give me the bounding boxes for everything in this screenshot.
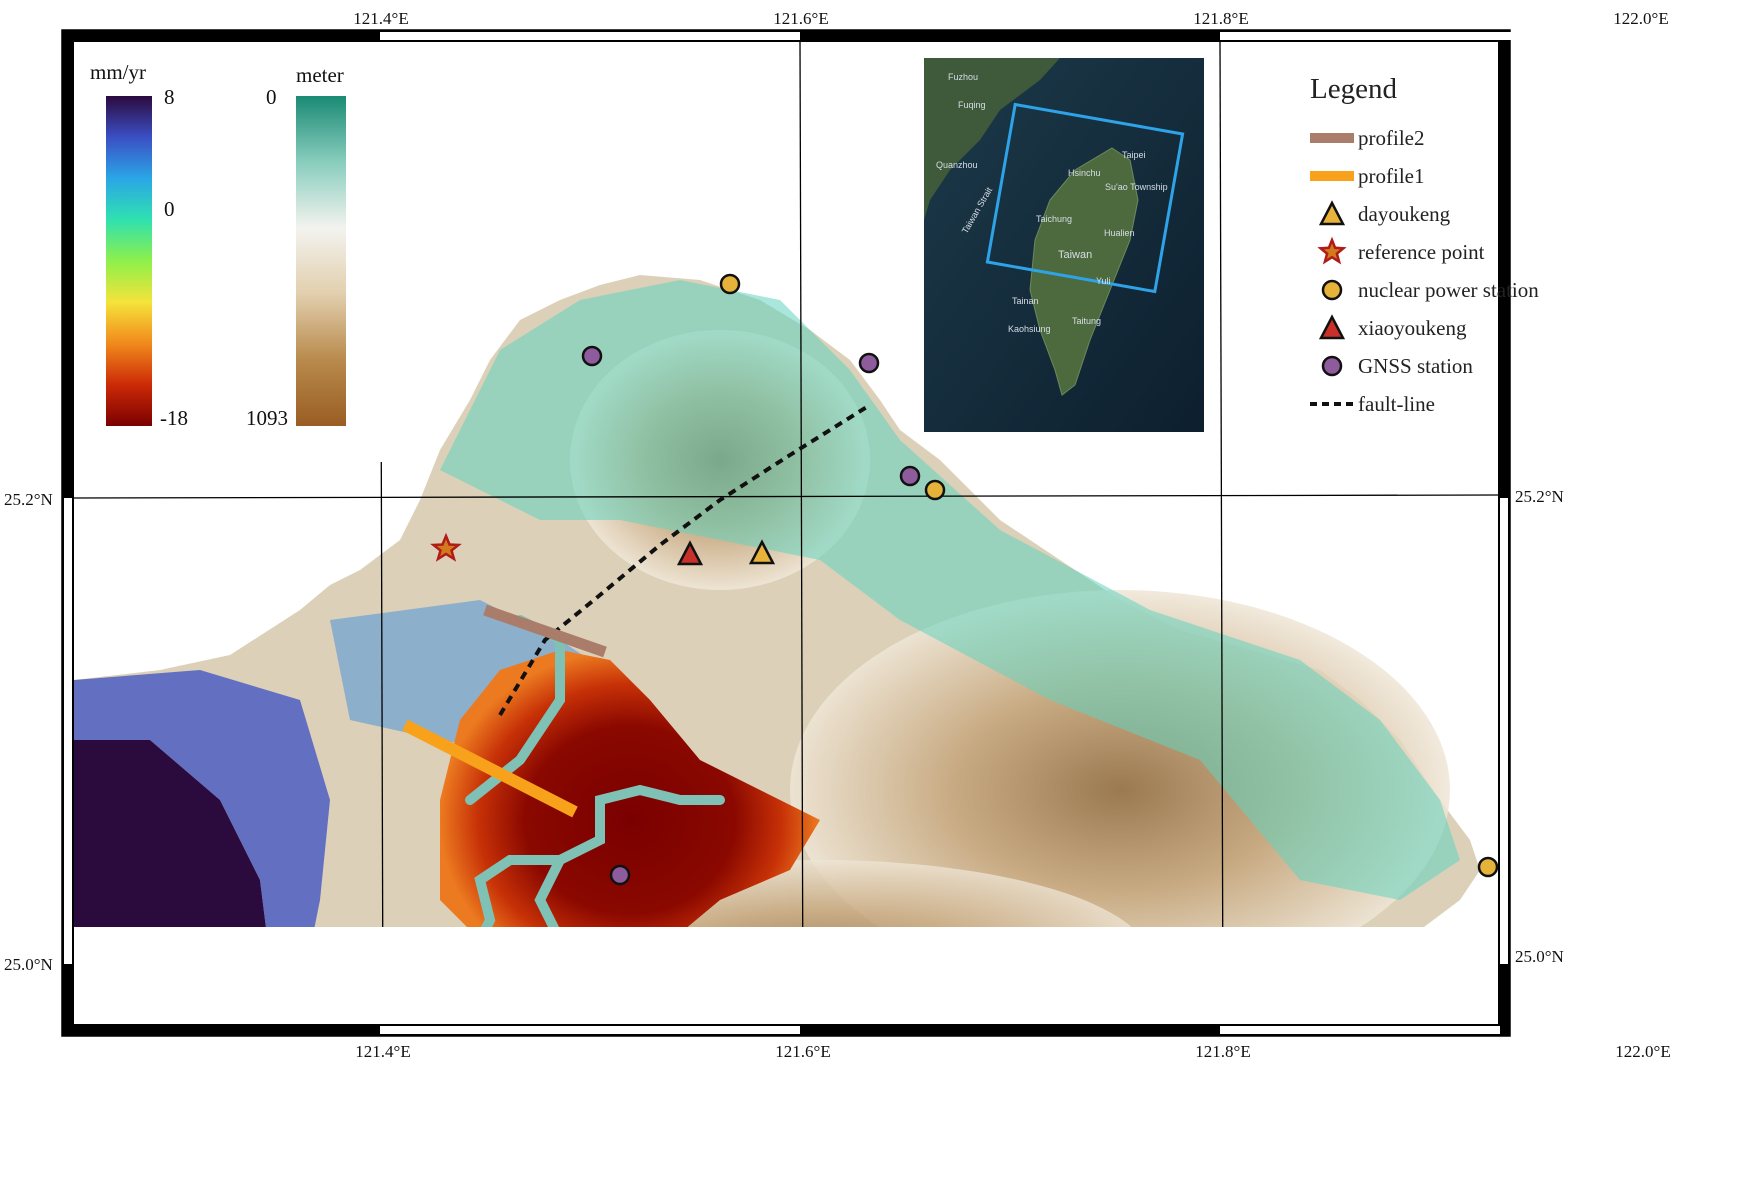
legend-item-label: GNSS station <box>1358 354 1473 378</box>
reference-point-marker[interactable] <box>430 532 462 562</box>
lon-ticks-bottom: 121.4°E 121.6°E 121.8°E 122.0°E <box>355 1042 1670 1061</box>
inset-label: Fuqing <box>958 100 986 110</box>
legend-item: nuclear power station <box>1321 278 1539 302</box>
nuclear-power-station-marker[interactable] <box>924 479 946 501</box>
legend-symbol-circle <box>1321 279 1343 301</box>
gnss-station-marker[interactable] <box>581 345 603 367</box>
uplift-halo <box>74 670 330 927</box>
uplift-zone <box>74 740 266 927</box>
gnss-stations <box>581 345 921 886</box>
inset-mainland <box>924 58 1060 220</box>
legend-title: Legend <box>1310 73 1397 105</box>
lat-tick-label: 25.0°N <box>4 955 53 974</box>
legend-items: profile2 profile1 dayoukeng reference point… <box>1310 126 1539 416</box>
legend-item: xiaoyoukeng <box>1318 314 1467 340</box>
lon-tick-label: 121.6°E <box>773 9 828 28</box>
lon-tick-label: 121.8°E <box>1195 1042 1250 1061</box>
lon-tick-label: 121.4°E <box>355 1042 410 1061</box>
dayoukeng-marker[interactable] <box>748 539 776 565</box>
legend-symbol-circle <box>1321 355 1343 377</box>
legend-item: dayoukeng <box>1318 200 1451 226</box>
inset-label: Fuzhou <box>948 72 978 82</box>
xiaoyoukeng-marker[interactable] <box>676 540 704 566</box>
inset-label: Quanzhou <box>936 160 978 170</box>
lat-tick-label: 25.2°N <box>1515 487 1564 506</box>
elevation-unit: meter <box>296 63 344 87</box>
frame-white-segments <box>64 32 1640 1034</box>
legend-symbol-star <box>1317 236 1347 265</box>
lat-tick-label: 25.0°N <box>1515 947 1564 966</box>
legend-item-label: nuclear power station <box>1358 278 1539 302</box>
legend-symbol-triangle <box>1318 314 1346 340</box>
inset-label: Hualien <box>1104 228 1135 238</box>
inset-label: Taiwan <box>1058 249 1092 261</box>
inset-label: Kaohsiung <box>1008 324 1051 334</box>
legend-item-label: profile1 <box>1358 164 1424 188</box>
legend-item: profile1 <box>1310 164 1424 188</box>
lon-tick-label: 122.0°E <box>1613 9 1668 28</box>
legend-item-label: reference point <box>1358 240 1485 264</box>
legend-item: profile2 <box>1310 126 1424 150</box>
lon-tick-label: 121.6°E <box>775 1042 830 1061</box>
inset-study-area-box <box>985 102 1185 294</box>
gnss-station-marker[interactable] <box>858 352 880 374</box>
inset-label: Yuli <box>1096 276 1111 286</box>
gnss-station-marker[interactable] <box>609 864 631 886</box>
velocity-unit: mm/yr <box>90 60 146 84</box>
legend-item-label: xiaoyoukeng <box>1358 316 1467 340</box>
inset-label: Taichung <box>1036 214 1072 224</box>
insar-coast-belt <box>440 280 1460 900</box>
inset-label: Su'ao Township <box>1105 182 1168 192</box>
velocity-mid-label: 0 <box>164 197 175 221</box>
profile2-line <box>483 604 607 658</box>
velocity-max-label: 8 <box>164 85 175 109</box>
nuclear-power-station-marker[interactable] <box>719 273 741 295</box>
legend-item: reference point <box>1317 236 1485 265</box>
legend-item-label: profile2 <box>1358 126 1424 150</box>
elevation-colorbar <box>296 96 346 426</box>
legend: Legend profile2 profile1 dayoukeng referenc… <box>1280 58 1539 428</box>
colorbar-panel: mm/yr 8 0 -18 meter 0 1093 <box>74 42 384 462</box>
inset-label: Taipei <box>1122 150 1146 160</box>
inset-taiwan-island <box>1029 147 1139 396</box>
nuclear-power-station-marker[interactable] <box>1477 856 1499 878</box>
elevation-bottom-label: 1093 <box>246 406 288 430</box>
lon-tick-label: 122.0°E <box>1615 1042 1670 1061</box>
lon-tick-label: 121.8°E <box>1193 9 1248 28</box>
legend-item-label: fault-line <box>1358 392 1435 416</box>
lon-ticks-top: 121.4°E 121.6°E 121.8°E 122.0°E <box>353 9 1668 28</box>
legend-item-label: dayoukeng <box>1358 202 1451 226</box>
legend-item: GNSS station <box>1321 354 1473 378</box>
gnss-station-marker[interactable] <box>899 465 921 487</box>
elevation-top-label: 0 <box>266 85 277 109</box>
inset-label: Taitung <box>1072 316 1101 326</box>
lat-tick-label: 25.2°N <box>4 490 53 509</box>
lon-tick-label: 121.4°E <box>353 9 408 28</box>
inset-label: Hsinchu <box>1068 168 1101 178</box>
velocity-colorbar <box>106 96 152 426</box>
nuclear-power-stations <box>719 273 1499 878</box>
profile1-line <box>402 719 578 818</box>
inset-label: Tainan <box>1012 296 1039 306</box>
legend-symbol-triangle <box>1318 200 1346 226</box>
inset-map: Fuzhou Fuqing Quanzhou Taipei Hsinchu Su… <box>924 58 1204 432</box>
legend-item: fault-line <box>1310 392 1435 416</box>
velocity-min-label: -18 <box>160 406 188 430</box>
fault-line <box>498 403 872 717</box>
lat-ticks: 25.2°N 25.0°N 25.2°N 25.0°N <box>4 487 1564 974</box>
